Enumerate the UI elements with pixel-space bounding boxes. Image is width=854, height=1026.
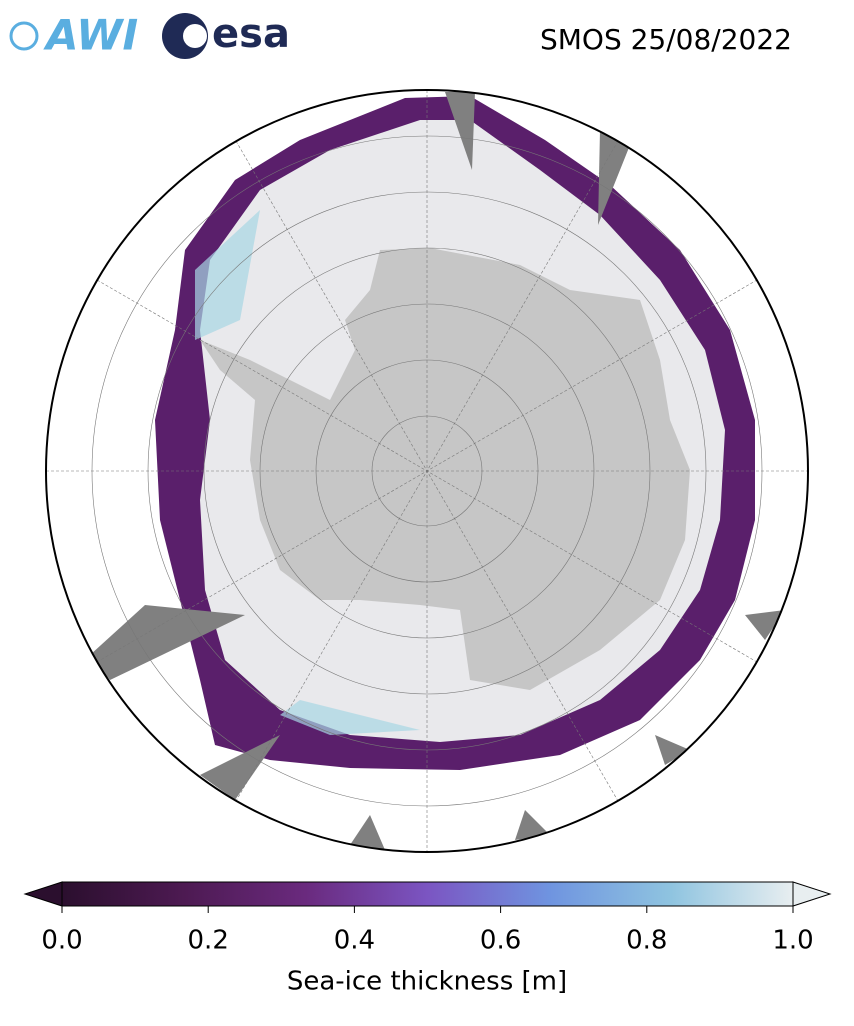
colorbar-label: Sea-ice thickness [m] [287,967,567,997]
tick-label: 0.4 [334,926,375,956]
map [46,90,808,852]
colorbar-gradient [61,881,794,907]
graticule [46,90,808,852]
extend-high [792,881,832,907]
tick-label: 0.0 [41,926,82,956]
tick-label: 0.2 [188,926,229,956]
colorbar: Sea-ice thickness [m] 0.0 0.2 0.4 0.6 0.8 1.0 [23,881,832,997]
thin-ice [195,210,420,735]
extend-low [23,881,63,907]
tick-label: 0.8 [626,926,667,956]
logo-esa: esa [212,11,290,57]
map-frame [45,89,809,853]
logo-awi: AWI [43,11,138,60]
tick-label: 0.6 [480,926,521,956]
awi-logo: AWI [9,11,138,60]
antarctica [200,248,690,690]
esa-logo: esa [162,11,290,59]
data-gaps [90,92,785,850]
tick-label: 1.0 [772,926,813,956]
map-title: SMOS 25/08/2022 [540,23,792,56]
